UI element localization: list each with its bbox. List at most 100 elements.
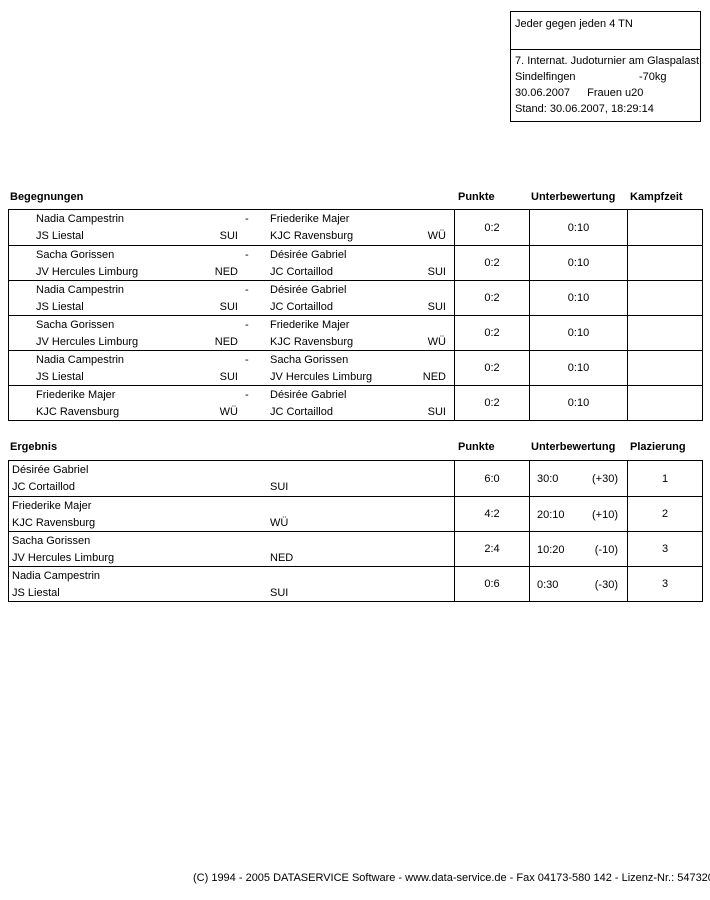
tournament-date: 30.06.2007 (515, 87, 571, 99)
match-punkte-value: 0:2 (484, 397, 500, 409)
result-row: Friederike Majer KJC Ravensburg WÜ 4:2 2… (9, 496, 702, 531)
result-unterbewertung-cell: 0:30 (-30) (529, 567, 627, 601)
result-plazierung-value: 2 (661, 508, 669, 520)
match-unterbewertung-value: 0:10 (567, 327, 590, 339)
fighter1-club: JV Hercules Limburg (36, 266, 139, 278)
versus-separator: - (245, 389, 249, 401)
fighter2-name: Sacha Gorissen (270, 354, 349, 366)
age-category: Frauen u20 (587, 87, 644, 99)
result-plazierung-value: 1 (661, 472, 669, 485)
match-kampfzeit-cell (627, 246, 702, 280)
result-unterbewertung-cell: 30:0 (+30) (529, 461, 627, 496)
unterbewertung-delta: (+30) (592, 473, 618, 485)
fighter1-club: JS Liestal (36, 301, 84, 313)
stand-timestamp: Stand: 30.06.2007, 18:29:14 (515, 103, 654, 115)
fighter2-club: JV Hercules Limburg (270, 371, 373, 383)
match-kampfzeit-cell (627, 316, 702, 350)
result-plazierung-cell: 1 (627, 461, 702, 496)
matches-col-punkte: Punkte (458, 191, 495, 203)
match-punkte-value: 0:2 (484, 292, 500, 304)
fighter1-country: WÜ (219, 406, 238, 418)
match-punkte-cell: 0:2 (454, 351, 529, 385)
result-punkte-value: 4:2 (484, 508, 500, 520)
result-punkte-cell: 2:4 (454, 532, 529, 566)
fighter2-country: WÜ (427, 336, 446, 348)
fighter1-name: Nadia Campestrin (36, 284, 125, 296)
match-unterbewertung-cell: 0:10 (529, 386, 627, 420)
result-athlete-cell: Nadia Campestrin JS Liestal SUI (9, 567, 454, 601)
result-unterbewertung-cell: 20:10 (+10) (529, 497, 627, 531)
date-line: 30.06.2007 Frauen u20 (515, 85, 696, 101)
unterbewertung-delta: (-30) (594, 579, 618, 591)
versus-separator: - (245, 249, 249, 261)
fighter2-club: JC Cortaillod (270, 266, 333, 278)
match-fighters-cell: Nadia Campestrin - Désirée Gabriel JS Li… (9, 281, 454, 315)
match-row: Nadia Campestrin - Sacha Gorissen JS Lie… (9, 350, 702, 385)
fighter2-name: Désirée Gabriel (270, 284, 347, 296)
versus-separator: - (245, 213, 249, 225)
fighter2-name: Désirée Gabriel (270, 249, 347, 261)
athlete-club: JS Liestal (12, 587, 60, 599)
athlete-name: Sacha Gorissen (12, 535, 91, 547)
result-punkte-cell: 0:6 (454, 567, 529, 601)
result-plazierung-value: 3 (661, 578, 669, 590)
match-unterbewertung-cell: 0:10 (529, 281, 627, 315)
versus-separator: - (245, 319, 249, 331)
location-line: Sindelfingen -70kg (515, 69, 696, 85)
athlete-name: Friederike Majer (12, 500, 92, 512)
athlete-name: Nadia Campestrin (12, 570, 101, 582)
matches-col-kampfzeit: Kampfzeit (630, 191, 683, 203)
fighter2-country: SUI (427, 301, 446, 313)
match-row: Friederike Majer - Désirée Gabriel KJC R… (9, 385, 702, 420)
match-unterbewertung-cell: 0:10 (529, 210, 627, 245)
unterbewertung-score: 20:10 (537, 509, 565, 521)
fighter1-club: KJC Ravensburg (36, 406, 120, 418)
fighter2-country: SUI (427, 406, 446, 418)
match-punkte-cell: 0:2 (454, 210, 529, 245)
match-unterbewertung-value: 0:10 (567, 362, 590, 374)
matches-col-unterbewertung: Unterbewertung (531, 191, 616, 203)
result-athlete-cell: Désirée Gabriel JC Cortaillod SUI (9, 461, 454, 496)
match-unterbewertung-value: 0:10 (567, 257, 590, 269)
results-section-title: Ergebnis (10, 441, 58, 453)
result-unterbewertung-cell: 10:20 (-10) (529, 532, 627, 566)
athlete-country: SUI (270, 587, 289, 599)
match-fighters-cell: Nadia Campestrin - Friederike Majer JS L… (9, 210, 454, 245)
versus-separator: - (245, 354, 249, 366)
result-row: Désirée Gabriel JC Cortaillod SUI 6:0 30… (9, 461, 702, 496)
results-table: Désirée Gabriel JC Cortaillod SUI 6:0 30… (8, 460, 703, 602)
match-row: Sacha Gorissen - Friederike Majer JV Her… (9, 315, 702, 350)
results-col-plazierung: Plazierung (630, 441, 686, 453)
match-row: Sacha Gorissen - Désirée Gabriel JV Herc… (9, 245, 702, 280)
fighter1-name: Sacha Gorissen (36, 249, 115, 261)
unterbewertung-score: 10:20 (537, 544, 565, 556)
fighter1-country: SUI (219, 230, 238, 242)
result-punkte-cell: 6:0 (454, 461, 529, 496)
result-punkte-value: 6:0 (484, 472, 500, 485)
match-punkte-value: 0:2 (484, 221, 500, 234)
match-punkte-cell: 0:2 (454, 246, 529, 280)
fighter1-country: NED (214, 336, 238, 348)
tournament-location: Sindelfingen (515, 71, 576, 83)
athlete-club: KJC Ravensburg (12, 517, 96, 529)
fighter2-club: KJC Ravensburg (270, 230, 354, 242)
results-col-punkte: Punkte (458, 441, 495, 453)
match-punkte-cell: 0:2 (454, 281, 529, 315)
weight-class: -70kg (639, 71, 667, 83)
match-fighters-cell: Sacha Gorissen - Désirée Gabriel JV Herc… (9, 246, 454, 280)
versus-separator: - (245, 284, 249, 296)
fighter1-name: Nadia Campestrin (36, 213, 125, 225)
match-unterbewertung-value: 0:10 (567, 292, 590, 304)
match-kampfzeit-cell (627, 210, 702, 245)
match-kampfzeit-cell (627, 386, 702, 420)
copyright-license-line: (C) 1994 - 2005 DATASERVICE Software - w… (193, 872, 710, 884)
fighter1-name: Sacha Gorissen (36, 319, 115, 331)
athlete-country: WÜ (270, 517, 289, 529)
result-plazierung-value: 3 (661, 543, 669, 555)
match-punkte-cell: 0:2 (454, 386, 529, 420)
fighter1-country: SUI (219, 301, 238, 313)
match-row: Nadia Campestrin - Désirée Gabriel JS Li… (9, 280, 702, 315)
match-punkte-value: 0:2 (484, 362, 500, 374)
athlete-club: JV Hercules Limburg (12, 552, 115, 564)
